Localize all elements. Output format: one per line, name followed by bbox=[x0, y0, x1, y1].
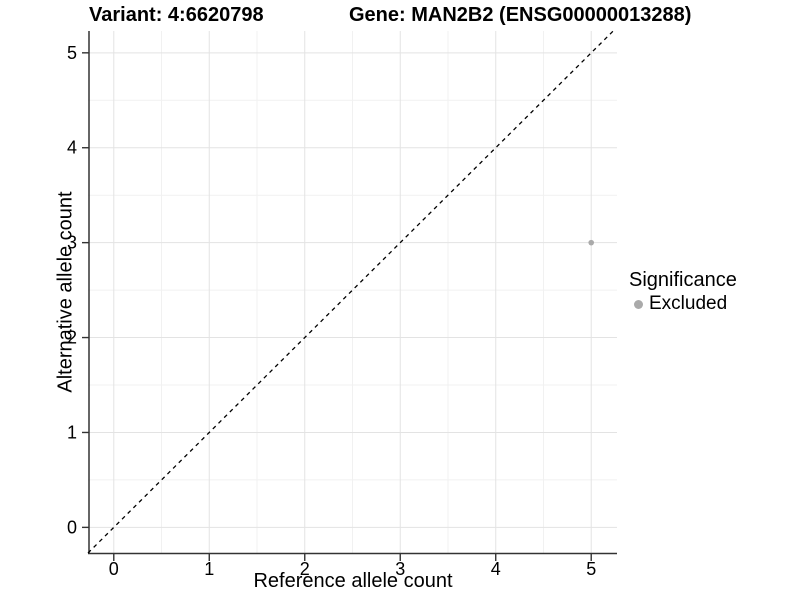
legend-item-excluded: Excluded bbox=[629, 293, 737, 315]
y-tick-label: 5 bbox=[67, 43, 77, 63]
y-axis-title: Alternative allele count bbox=[54, 191, 77, 393]
x-tick-label: 3 bbox=[395, 559, 405, 579]
y-tick-label: 3 bbox=[67, 233, 77, 253]
y-tick-label: 1 bbox=[67, 422, 77, 442]
identity-line bbox=[87, 30, 614, 554]
x-tick-label: 0 bbox=[109, 559, 119, 579]
x-tick-label: 2 bbox=[300, 559, 310, 579]
legend-point-swatch bbox=[634, 299, 643, 309]
x-tick-label: 5 bbox=[586, 559, 596, 579]
y-tick-label: 4 bbox=[67, 138, 77, 158]
y-tick-label: 2 bbox=[67, 328, 77, 348]
legend-title: Significance bbox=[629, 269, 737, 291]
data-point bbox=[588, 239, 595, 246]
plot-title-gene: Gene: MAN2B2 (ENSG00000013288) bbox=[349, 4, 692, 26]
x-axis-title: Reference allele count bbox=[253, 570, 453, 592]
x-tick-label: 4 bbox=[491, 559, 501, 579]
legend: Significance Excluded bbox=[629, 269, 737, 315]
legend-item-label: Excluded bbox=[649, 293, 728, 314]
x-tick-label: 1 bbox=[204, 559, 214, 579]
plot-title-variant: Variant: 4:6620798 bbox=[89, 4, 264, 26]
y-tick-label: 0 bbox=[67, 517, 77, 537]
